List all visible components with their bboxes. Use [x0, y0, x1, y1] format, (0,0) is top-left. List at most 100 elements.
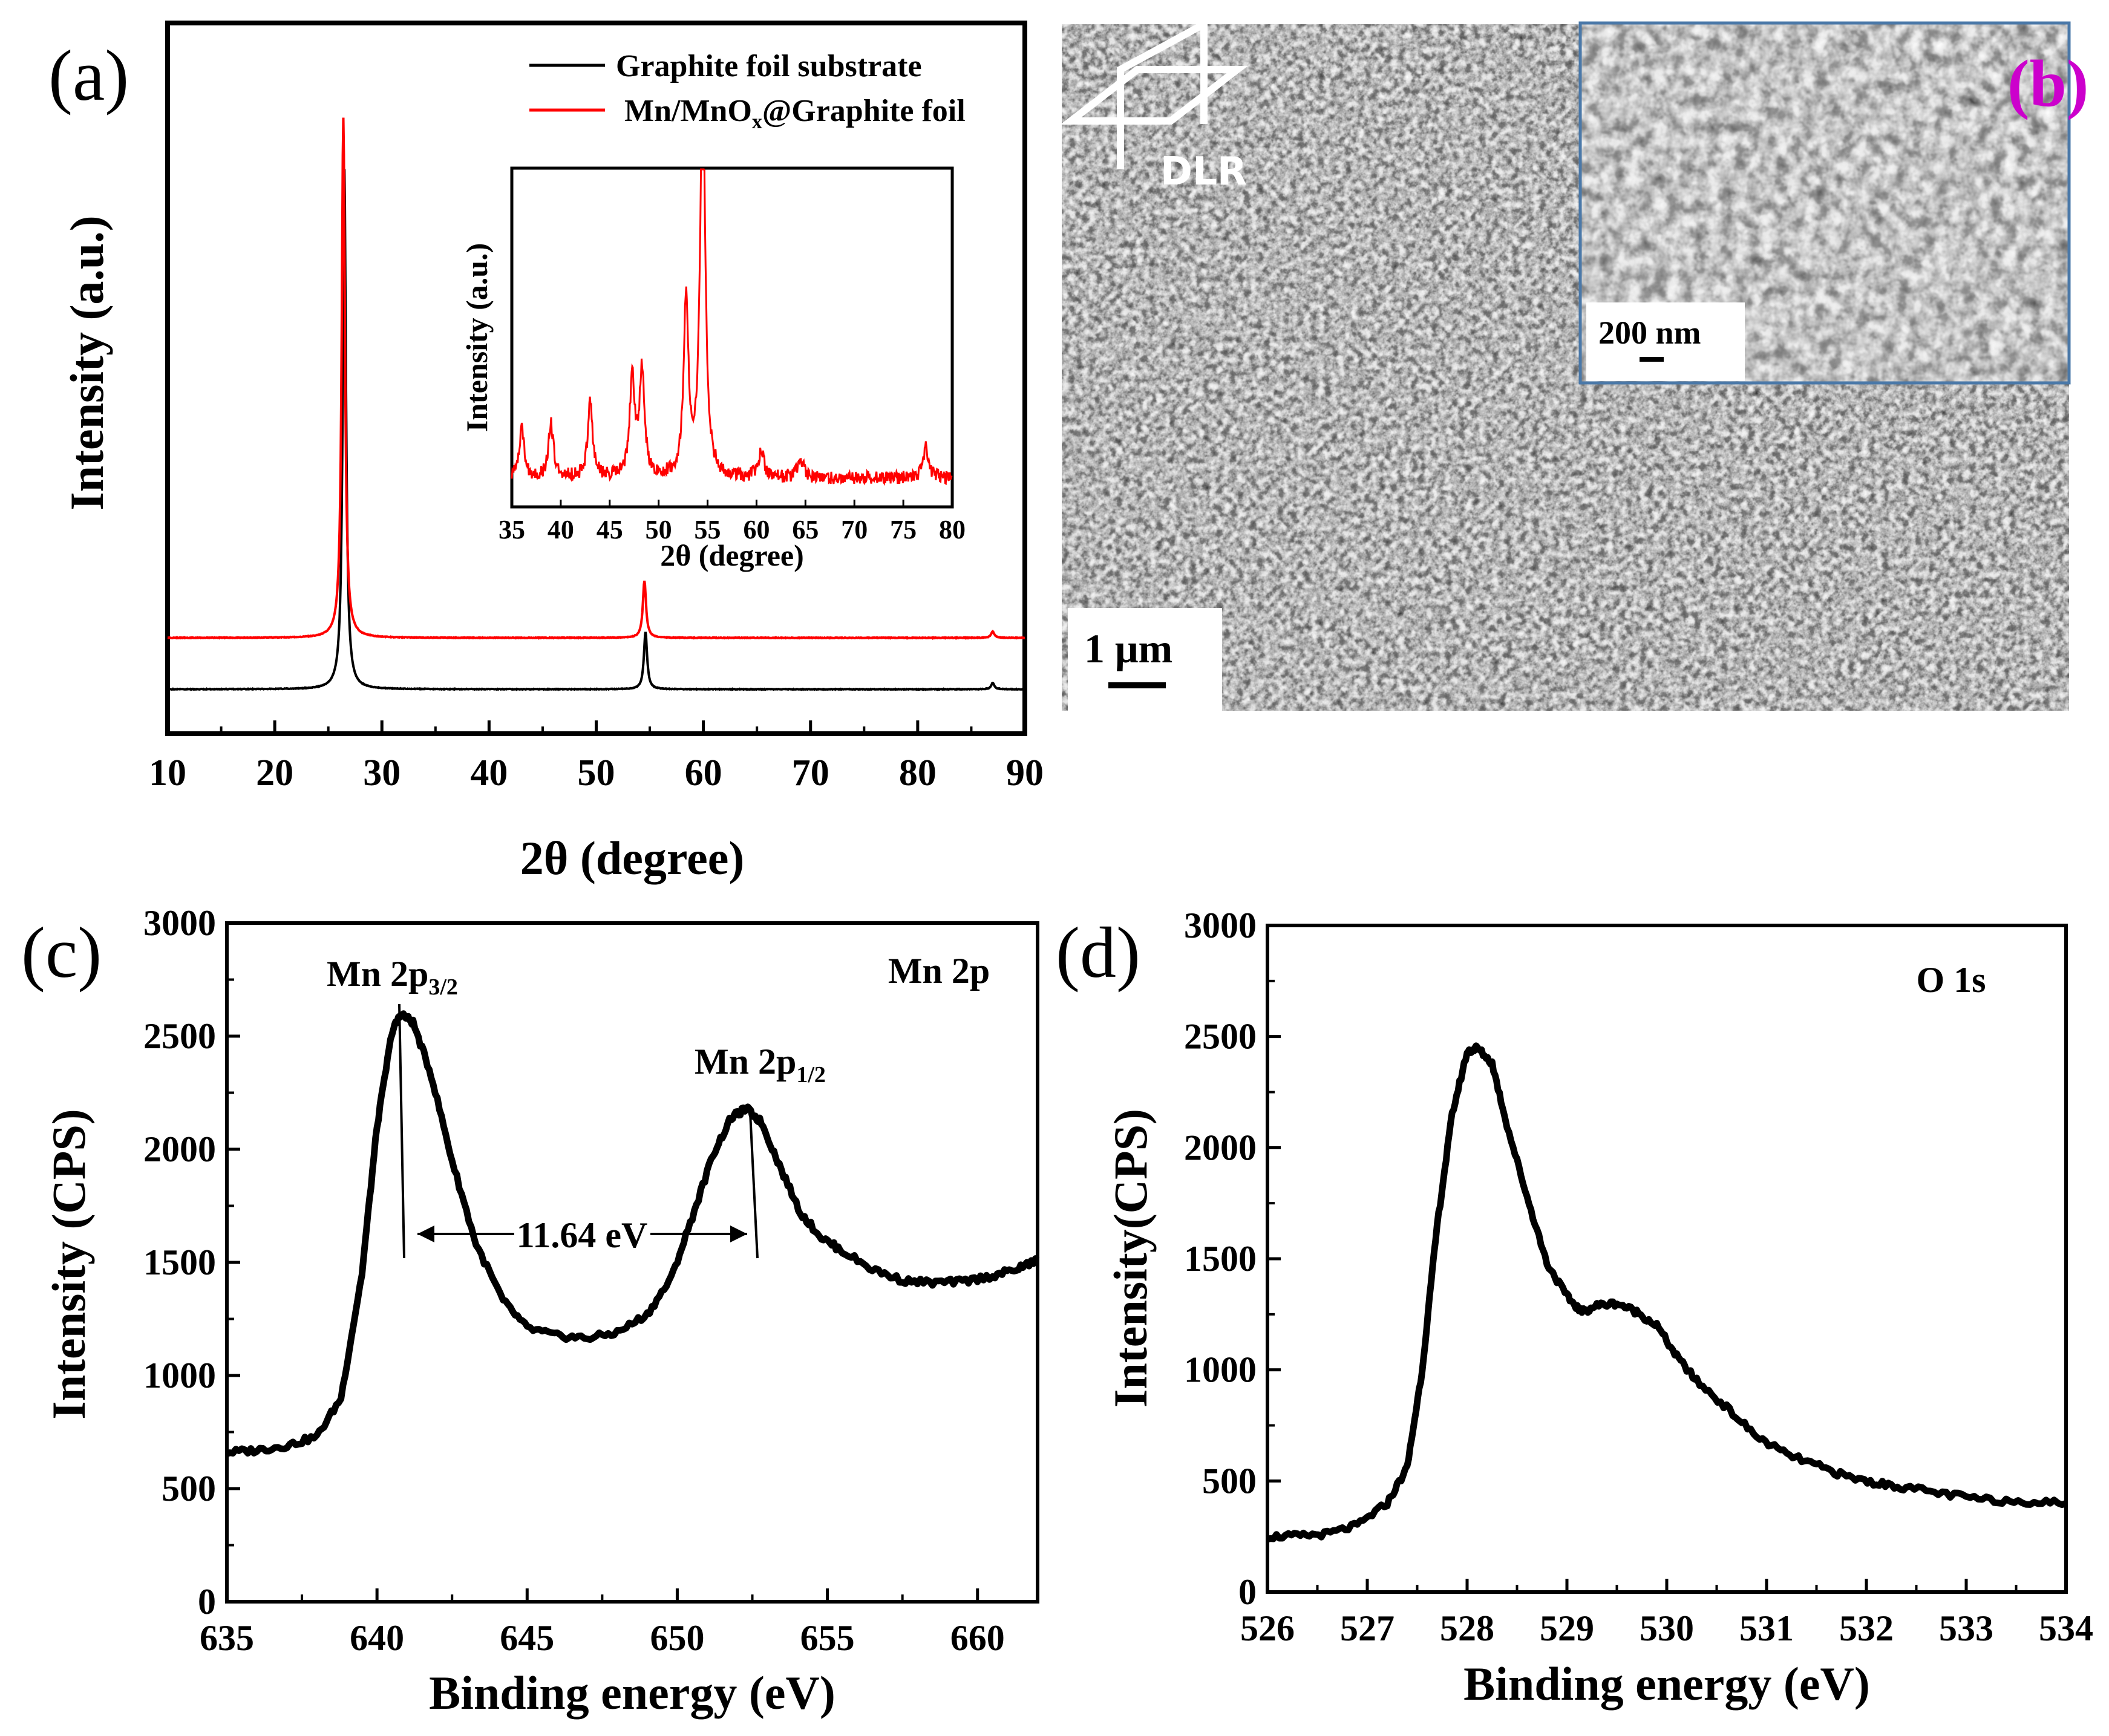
y-tick-label: 2000	[143, 1129, 216, 1169]
annot-separation-label: 11.64 eV	[517, 1215, 648, 1255]
annot-mn2p12: Mn 2p1/2	[695, 1042, 826, 1088]
legend-label-mnox: Mn/MnOx@Graphite foil	[624, 94, 966, 133]
x-tick-label: 534	[2039, 1608, 2093, 1648]
inset-xlabel: 2θ (degree)	[660, 538, 804, 572]
x-tick-label: 645	[500, 1618, 554, 1658]
annot-mn2p32-main: Mn 2p	[327, 954, 428, 994]
panel-c-mn2p-series	[225, 1010, 1040, 1457]
y-tick-label: 2500	[1184, 1017, 1257, 1057]
annot-line-left	[398, 1003, 405, 1259]
x-tick-label: 80	[899, 752, 937, 794]
inset-series	[511, 168, 953, 486]
x-tick-label: 60	[685, 752, 722, 794]
y-tick-label: 0	[198, 1582, 216, 1622]
x-tick-label: 50	[578, 752, 615, 794]
panel-label-c: (c)	[21, 912, 102, 993]
panel-d-ylabel: Intensity(CPS)	[1104, 1109, 1157, 1408]
panel-b-sem-image: DLR 1 μm (b) 200 nm	[1060, 18, 2088, 711]
x-tick-label: 20	[256, 752, 293, 794]
scale-bar-main-bg	[1068, 608, 1222, 711]
x-tick-label: 527	[1340, 1608, 1395, 1648]
scale-bar-inset-label: 200 nm	[1598, 315, 1701, 351]
scale-bar-inset-line	[1640, 357, 1664, 362]
dlr-logo-text: DLR	[1160, 149, 1247, 194]
annot-arrowhead-left	[417, 1225, 434, 1242]
inset-x-tick-label: 40	[548, 515, 574, 544]
y-tick-label: 3000	[1184, 906, 1257, 945]
panel-d-ticks: 526 527 528 529 530 531 532 533 534 0 500 1000 1500 2…	[1184, 906, 2093, 1648]
inset-x-tick-label: 60	[743, 515, 770, 544]
panel-c-title: Mn 2p	[888, 951, 990, 991]
scale-bar-main-line	[1108, 682, 1166, 688]
x-tick-label: 40	[470, 752, 508, 794]
scale-bar-inset-bg	[1586, 302, 1745, 381]
annot-mn2p32-sub: 3/2	[428, 974, 458, 1000]
panel-a-inset: 35 40 45 50 55 60 65 70 75 80 2θ (degree) Intensi…	[460, 166, 966, 572]
x-tick-label: 655	[800, 1618, 855, 1658]
inset-x-tick-label: 75	[890, 515, 917, 544]
sem-inset-border	[1578, 21, 2071, 385]
y-tick-label: 2500	[143, 1016, 216, 1056]
annot-mn2p12-main: Mn 2p	[695, 1042, 796, 1082]
inset-series-mnox	[511, 168, 953, 486]
y-tick-label: 1500	[1184, 1239, 1257, 1279]
x-tick-label: 529	[1540, 1608, 1594, 1648]
y-tick-label: 1000	[1184, 1350, 1257, 1390]
y-tick-label: 500	[1202, 1461, 1257, 1501]
x-tick-label: 10	[149, 752, 186, 794]
x-tick-label: 70	[792, 752, 829, 794]
y-tick-label: 1000	[143, 1356, 216, 1395]
panel-a-legend: Graphite foil substrate Mn/MnOx@Graphite…	[529, 49, 966, 133]
panel-c-xps-mn2p: (c) 635 640 645 650 655 660 0 500 1000 1500 2000 25…	[21, 903, 1040, 1719]
panel-d-xps-o1s: (d) 526 527 528 529 530 531 532 533 534 0 500 1000 1…	[1056, 906, 2093, 1710]
panel-a-ylabel: Intensity (a.u.)	[60, 215, 113, 511]
panel-a-xrd: (a) 10 20 30 40 50 60 70 80 90 2θ (degree) Inten…	[48, 21, 1044, 884]
panel-label-a: (a)	[48, 35, 129, 116]
y-tick-label: 500	[162, 1469, 216, 1509]
annot-mn2p32: Mn 2p3/2	[327, 954, 458, 1000]
panel-c-ylabel: Intensity (CPS)	[42, 1109, 95, 1420]
x-tick-label: 530	[1640, 1608, 1694, 1648]
x-tick-label: 531	[1739, 1608, 1794, 1648]
x-tick-label: 528	[1440, 1608, 1494, 1648]
panel-d-o1s-series	[1266, 1042, 2067, 1543]
x-tick-label: 660	[950, 1618, 1005, 1658]
series-mnox-graphite	[167, 117, 1025, 640]
inset-x-tick-label: 50	[646, 515, 672, 544]
x-tick-label: 640	[350, 1618, 404, 1658]
inset-x-tick-label: 65	[792, 515, 819, 544]
x-tick-label: 650	[650, 1618, 704, 1658]
series-graphite-foil	[167, 169, 1026, 691]
annot-arrowhead-right	[730, 1225, 747, 1242]
inset-frame	[510, 166, 954, 509]
inset-x-tick-label: 70	[841, 515, 868, 544]
x-tick-label: 90	[1006, 752, 1044, 794]
panel-a-xlabel: 2θ (degree)	[520, 832, 745, 884]
legend-mnox-part1: Mn/MnO	[624, 94, 752, 128]
scale-bar-main-label: 1 μm	[1084, 625, 1172, 671]
inset-ylabel: Intensity (a.u.)	[460, 243, 494, 432]
panel-d-title: O 1s	[1916, 960, 1986, 1000]
sem-inset: (b) 200 nm	[1578, 21, 2088, 385]
x-tick-label: 533	[1939, 1608, 1993, 1648]
annot-separation: 11.64 eV	[398, 1003, 759, 1259]
panel-d-xlabel: Binding energy (eV)	[1463, 1657, 1870, 1710]
annot-mn2p12-sub: 1/2	[796, 1062, 826, 1088]
annot-line-right	[749, 1112, 759, 1259]
sem-scale-bar-main: 1 μm	[1068, 608, 1222, 711]
dlr-logo: DLR	[1060, 18, 1248, 194]
panel-label-b: (b)	[2007, 47, 2088, 120]
x-tick-label: 30	[363, 752, 401, 794]
inset-x-ticks: 35 40 45 50 55 60 65 70 75 80	[499, 500, 966, 544]
legend-mnox-part2: @Graphite foil	[762, 94, 966, 128]
inset-x-tick-label: 45	[597, 515, 623, 544]
panel-label-d: (d)	[1056, 912, 1140, 993]
panel-c-frame	[225, 921, 1039, 1604]
x-tick-label: 526	[1240, 1608, 1295, 1648]
inset-x-tick-label: 55	[695, 515, 721, 544]
legend-label-graphite: Graphite foil substrate	[616, 49, 922, 83]
x-tick-label: 532	[1839, 1608, 1894, 1648]
inset-x-tick-label: 35	[499, 515, 525, 544]
inset-x-tick-label: 80	[939, 515, 966, 544]
